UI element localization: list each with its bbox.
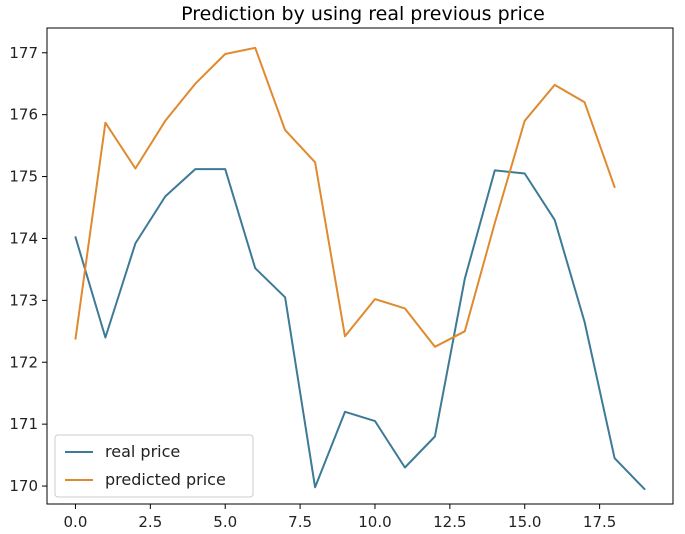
y-tick-label: 177 (9, 44, 38, 62)
series-line-predicted-price (74, 46, 616, 348)
y-tick-label: 172 (9, 353, 38, 371)
y-tick-label: 171 (9, 415, 38, 433)
x-tick-label: 5.0 (213, 513, 237, 531)
x-tick-label: 7.5 (288, 513, 312, 531)
x-tick-label: 2.5 (138, 513, 162, 531)
y-tick-label: 176 (9, 106, 38, 124)
series-line-real-price (74, 168, 646, 491)
axes: 0.0 2.5 5.0 7.5 10.0 12.5 15.0 17.5 170 171 172 173… (9, 27, 674, 531)
y-tick-label: 175 (9, 168, 38, 186)
plot-frame (46, 27, 674, 505)
plot-series (74, 46, 646, 491)
legend-entry-label: real price (105, 442, 180, 461)
x-tick-label: 10.0 (358, 513, 391, 531)
y-tick-label: 170 (9, 477, 38, 495)
x-tick-label: 0.0 (64, 513, 88, 531)
x-tick-label: 17.5 (583, 513, 616, 531)
x-tick-label: 15.0 (508, 513, 541, 531)
x-tick-label: 12.5 (433, 513, 466, 531)
y-tick-label: 173 (9, 291, 38, 309)
y-tick-label: 174 (9, 229, 38, 247)
legend: real price predicted price (54, 434, 254, 498)
legend-box (54, 434, 254, 498)
legend-entry-label: predicted price (105, 470, 226, 489)
chart-title: Prediction by using real previous price (181, 3, 545, 25)
